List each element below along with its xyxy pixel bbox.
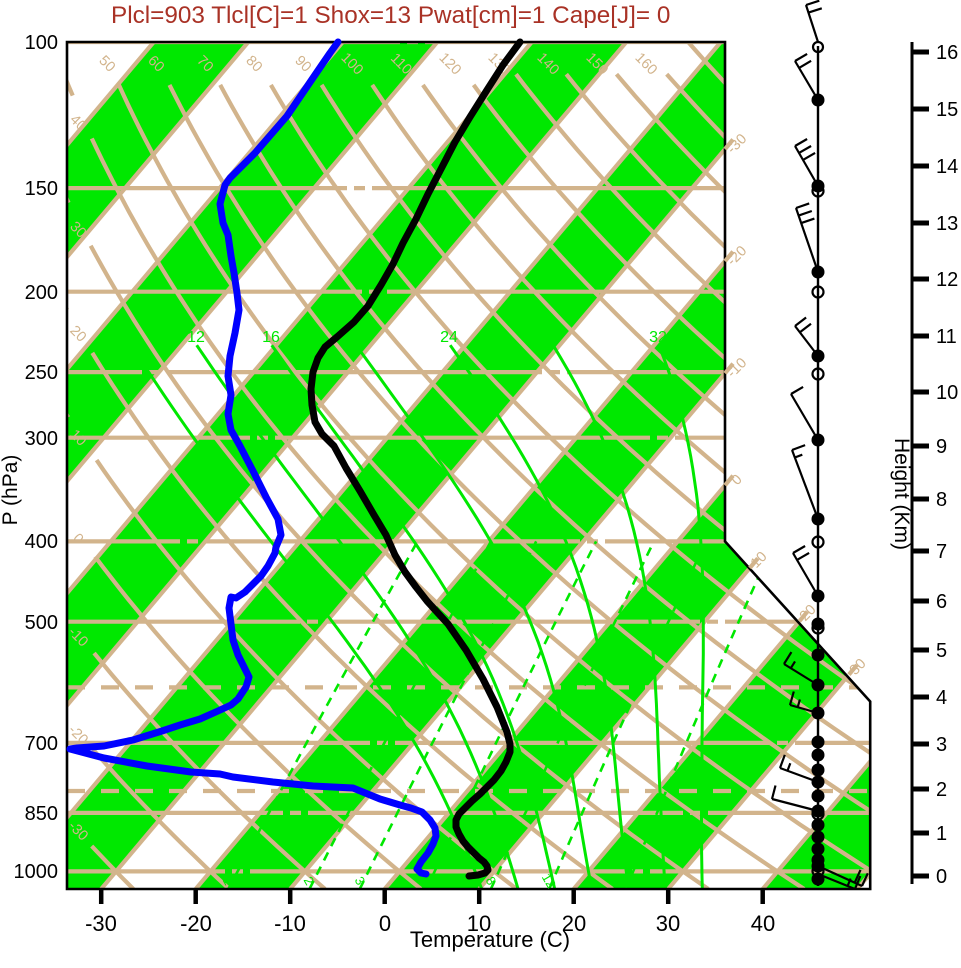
- svg-text:16: 16: [936, 42, 958, 64]
- svg-text:20: 20: [346, 329, 364, 346]
- svg-text:16: 16: [262, 329, 280, 346]
- svg-text:-20: -20: [180, 911, 212, 936]
- svg-text:32: 32: [649, 329, 667, 346]
- svg-text:2: 2: [936, 779, 947, 801]
- svg-text:12: 12: [936, 269, 958, 291]
- svg-text:0: 0: [379, 911, 391, 936]
- svg-text:4: 4: [936, 687, 947, 709]
- svg-text:Plcl=903 Tlcl[C]=1 Shox=13 Pwa: Plcl=903 Tlcl[C]=1 Shox=13 Pwat[cm]=1 Ca…: [111, 2, 670, 29]
- svg-text:200: 200: [25, 282, 58, 304]
- svg-text:700: 700: [25, 733, 58, 755]
- svg-text:5: 5: [936, 640, 947, 662]
- svg-text:Height (Km): Height (Km): [890, 438, 913, 550]
- svg-text:12: 12: [539, 871, 559, 891]
- svg-text:20: 20: [562, 911, 586, 936]
- svg-text:8: 8: [936, 489, 947, 511]
- svg-text:400: 400: [25, 531, 58, 553]
- svg-text:8: 8: [126, 329, 135, 346]
- svg-text:P (hPa): P (hPa): [0, 455, 22, 526]
- svg-text:850: 850: [25, 803, 58, 825]
- svg-text:13: 13: [936, 213, 958, 235]
- svg-text:14: 14: [936, 156, 958, 178]
- svg-text:300: 300: [25, 428, 58, 450]
- svg-text:12: 12: [187, 329, 205, 346]
- svg-text:20: 20: [616, 871, 636, 891]
- svg-text:Temperature (C): Temperature (C): [410, 927, 570, 952]
- svg-text:11: 11: [936, 326, 957, 348]
- svg-text:250: 250: [25, 362, 58, 384]
- svg-text:10: 10: [467, 911, 491, 936]
- svg-text:-10: -10: [274, 911, 306, 936]
- svg-text:24: 24: [440, 329, 458, 346]
- svg-text:9: 9: [936, 436, 947, 458]
- svg-text:1000: 1000: [14, 861, 59, 883]
- svg-text:1: 1: [936, 823, 947, 845]
- svg-text:3: 3: [936, 734, 947, 756]
- svg-text:150: 150: [25, 178, 58, 200]
- svg-text:28: 28: [543, 329, 561, 346]
- svg-text:40: 40: [751, 911, 775, 936]
- svg-text:-30: -30: [85, 911, 117, 936]
- svg-text:0: 0: [936, 866, 947, 888]
- svg-text:15: 15: [936, 99, 958, 121]
- svg-text:100: 100: [25, 32, 58, 54]
- svg-text:500: 500: [25, 612, 58, 634]
- svg-text:30: 30: [656, 911, 680, 936]
- svg-text:7: 7: [936, 541, 947, 563]
- svg-text:10: 10: [936, 382, 958, 404]
- svg-text:6: 6: [936, 591, 947, 613]
